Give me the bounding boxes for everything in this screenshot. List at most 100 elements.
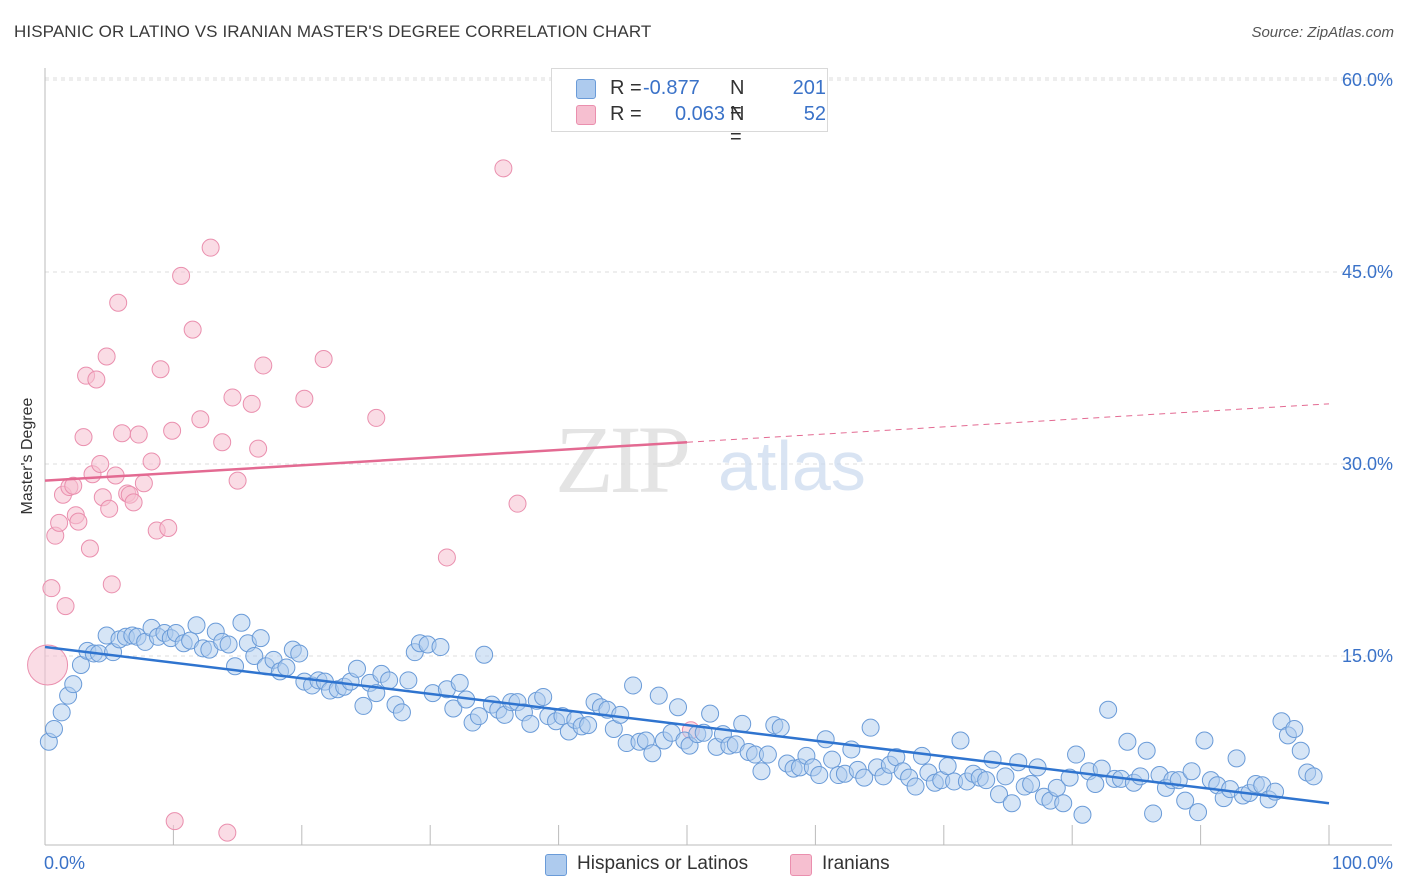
iranians-point <box>165 812 184 831</box>
trend-lines <box>44 403 1330 805</box>
hispanics-point <box>1099 700 1118 719</box>
iranians-point <box>42 579 61 598</box>
hispanics-point <box>855 768 874 787</box>
hispanics-point <box>758 745 777 764</box>
iranians-point <box>201 238 220 257</box>
x-tick-label-1: 100.0% <box>1332 853 1393 873</box>
iranians-point <box>129 425 148 444</box>
hispanics-point <box>579 716 598 735</box>
hispanics-point <box>996 767 1015 786</box>
hispanics-point <box>990 785 1009 804</box>
hispanics-point <box>1022 775 1041 793</box>
hispanics-point <box>450 673 469 692</box>
iranians-point <box>109 293 128 312</box>
hispanics-point <box>810 766 829 785</box>
hispanics-point <box>1054 794 1073 813</box>
iranians-point <box>97 347 116 366</box>
iranians-point <box>56 597 75 616</box>
hispanics-point <box>475 645 494 664</box>
hispanics-point <box>232 613 251 632</box>
hispanics-point <box>1176 791 1195 810</box>
legend-n-label: N = <box>730 77 745 122</box>
hispanics-trend-line <box>44 645 1330 805</box>
hispanics-point <box>977 771 996 790</box>
hispanics-point <box>348 659 367 678</box>
hispanics-point <box>219 635 238 654</box>
iranians-point <box>64 476 83 495</box>
iranians-point <box>508 494 527 513</box>
hispanics-point <box>290 644 309 663</box>
hispanics-point <box>1002 794 1021 813</box>
hispanics-point <box>52 703 71 722</box>
legend-swatch-blue <box>576 79 596 99</box>
legend-n-label: N = <box>730 103 745 148</box>
bottom-legend-label: Iranians <box>822 853 890 874</box>
hispanics-point <box>701 704 720 723</box>
iranians-point <box>249 439 268 458</box>
iranians-points <box>27 159 700 842</box>
y-tick-label-0: 15.0% <box>1342 646 1393 666</box>
y-axis-label: Master's Degree <box>19 397 36 515</box>
iranians-point <box>124 493 143 512</box>
hispanics-point <box>643 744 662 763</box>
legend-swatch-pink <box>576 105 596 125</box>
legend-r-label: R = <box>610 77 642 99</box>
hispanics-point <box>534 687 553 706</box>
iranians-point <box>159 519 178 537</box>
hispanics-point <box>951 731 970 750</box>
hispanics-point <box>1182 762 1201 781</box>
y-tick-label-1: 30.0% <box>1342 454 1393 474</box>
hispanics-point <box>226 657 245 676</box>
iranians-point <box>494 159 513 178</box>
source-label: Source: ZipAtlas.com <box>1251 24 1394 41</box>
hispanics-point <box>354 696 373 715</box>
bottom-legend-label: Hispanics or Latinos <box>577 853 749 874</box>
hispanics-point <box>771 718 790 737</box>
hispanics-point <box>1189 803 1208 822</box>
iranians-point <box>151 360 170 379</box>
hispanics-point <box>649 686 668 705</box>
hispanics-point <box>861 718 880 737</box>
hispanics-point <box>187 616 206 635</box>
x-tick-label-0: 0.0% <box>44 853 85 873</box>
hispanics-point <box>431 638 450 657</box>
hispanics-point <box>245 647 264 665</box>
iranians-trend-line <box>44 440 688 482</box>
iranians-point <box>87 370 106 389</box>
y-tick-label-3: 60.0% <box>1342 70 1393 90</box>
hispanics-point <box>1227 749 1246 768</box>
iranians-point <box>102 575 121 594</box>
hispanics-point <box>64 675 83 694</box>
watermark: ZIP atlas <box>555 406 866 513</box>
iranians-point <box>242 394 261 413</box>
hispanics-point <box>938 757 957 776</box>
hispanics-point <box>906 777 925 796</box>
iranians-point <box>142 452 161 471</box>
hispanics-point <box>752 762 771 781</box>
legend-r-value: 0.063 <box>675 103 726 125</box>
iranians-point <box>367 408 386 427</box>
grid-lines <box>45 77 1392 657</box>
iranians-point <box>223 388 242 407</box>
hispanics-point <box>1067 745 1086 764</box>
iranians-point <box>437 548 456 567</box>
hispanics-point <box>277 658 296 677</box>
iranians-point <box>50 513 69 532</box>
bottom-legend-swatch-pink <box>790 854 812 876</box>
hispanics-point <box>521 714 540 733</box>
hispanics-point <box>1304 767 1323 786</box>
hispanics-point <box>380 671 399 690</box>
watermark-zip: ZIP <box>555 406 688 513</box>
iranians-point <box>80 539 99 558</box>
iranians-point <box>228 471 247 490</box>
hispanics-point <box>1291 741 1310 760</box>
hispanics-point <box>392 703 411 722</box>
hispanics-point <box>1131 767 1150 786</box>
hispanics-point <box>1285 719 1304 738</box>
iranians-point <box>27 644 69 686</box>
iranians-point <box>74 428 93 447</box>
hispanics-point <box>251 629 270 648</box>
legend-r-label: R = <box>610 103 642 125</box>
axes <box>44 68 1392 846</box>
